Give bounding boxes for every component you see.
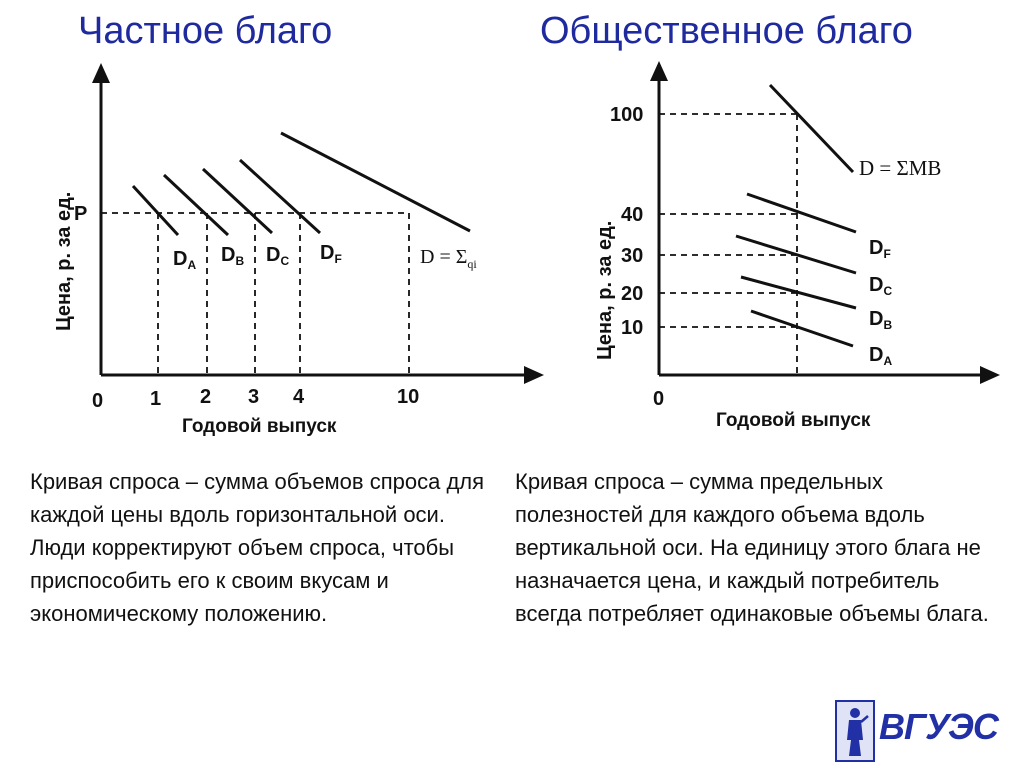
x-tick-3: 3: [248, 386, 259, 408]
private-good-title: Частное благо: [78, 10, 333, 52]
private-good-description-p2: Люди корректируют объем спроса, чтобы пр…: [30, 535, 455, 626]
demand-curve-f: [746, 192, 857, 234]
price-label: P: [74, 203, 87, 225]
curve-label-da: DA: [869, 344, 892, 368]
x-axis-label: Годовой выпуск: [716, 410, 871, 431]
university-logo: ВГУЭС: [835, 700, 999, 762]
y-axis-arrow: [92, 63, 110, 83]
y-tick-20: 20: [621, 283, 643, 305]
x-tick-4: 4: [293, 386, 305, 408]
demand-curve-a: [750, 309, 854, 348]
demand-curve-sum: [768, 83, 855, 174]
x-axis-label: Годовой выпуск: [182, 416, 337, 437]
curve-label-df: DF: [320, 242, 342, 266]
private-good-description: Кривая спроса – сумма объемов спроса для…: [30, 465, 500, 630]
y-tick-100: 100: [610, 104, 643, 126]
public-good-title: Общественное благо: [540, 10, 913, 52]
curve-label-df: DF: [869, 237, 891, 261]
private-good-description-p1: Кривая спроса – сумма объемов спроса для…: [30, 469, 485, 527]
private-good-graph: DA DB DC DF D = Σqi P 0 1 2 3 4 10 Годов…: [53, 63, 544, 437]
x-axis-arrow: [524, 366, 544, 384]
y-tick-10: 10: [621, 317, 643, 339]
y-axis-arrow: [650, 61, 668, 81]
curve-label-dc: DC: [869, 274, 892, 298]
demand-curve-c: [201, 167, 274, 235]
demand-curve-b: [740, 275, 857, 310]
curve-label-da: DA: [173, 248, 196, 272]
y-tick-40: 40: [621, 204, 643, 226]
public-good-description: Кривая спроса – сумма предельных полезно…: [515, 465, 1010, 630]
y-tick-30: 30: [621, 245, 643, 267]
origin-label: 0: [653, 388, 664, 410]
demand-curve-f: [238, 158, 322, 235]
curve-label-db: DB: [221, 244, 244, 268]
demand-curve-b: [162, 173, 230, 237]
x-tick-10: 10: [397, 386, 419, 408]
origin-label: 0: [92, 390, 103, 412]
x-tick-1: 1: [150, 388, 161, 410]
curve-label-db: DB: [869, 308, 892, 332]
x-tick-2: 2: [200, 386, 211, 408]
x-axis-arrow: [980, 366, 1000, 384]
y-axis-label: Цена, р. за ед.: [53, 192, 75, 331]
curve-label-dc: DC: [266, 244, 289, 268]
demand-curve-c: [735, 234, 857, 275]
curve-label-sum: D = ΣMB: [859, 156, 941, 180]
logo-text: ВГУЭС: [879, 706, 999, 747]
y-axis-label: Цена, р. за ед.: [594, 221, 616, 360]
curve-label-sum: D = Σqi: [420, 246, 477, 271]
public-good-description-p1: Кривая спроса – сумма предельных полезно…: [515, 469, 989, 626]
demand-curve-sum: [280, 131, 471, 233]
public-good-graph: D = ΣMB DF DC DB DA 100 40 30 20 10 0 Го…: [594, 61, 1000, 431]
demand-curve-a: [131, 184, 180, 237]
statue-emblem-icon: [835, 700, 875, 762]
